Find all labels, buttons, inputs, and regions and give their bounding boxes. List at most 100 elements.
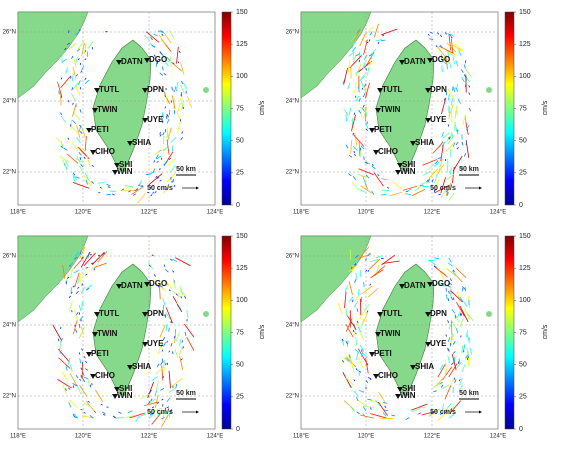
lon-label: 122°E: [424, 210, 440, 216]
vector-scale: 50 cm/s: [430, 409, 456, 416]
current-vector: [168, 115, 169, 117]
colorbar-tick-label: 150: [236, 9, 248, 16]
current-vector: [174, 110, 175, 114]
distance-scale: 50 km: [459, 166, 479, 173]
station-label: UYE: [430, 339, 447, 348]
lat-label: 22°N: [286, 170, 299, 176]
colorbar-tick-label: 75: [519, 329, 527, 336]
station-label: PETI: [374, 125, 392, 134]
station-label: TWIN: [97, 105, 118, 114]
colorbar-tick-label: 150: [519, 233, 531, 240]
distance-scale: 50 km: [176, 166, 196, 173]
station-label: DGO: [432, 279, 450, 288]
lat-label: 22°N: [3, 394, 16, 400]
current-vector: [94, 268, 95, 270]
lon-label: 120°E: [75, 434, 91, 440]
colorbar-tick-label: 75: [236, 329, 244, 336]
station-label: DPN: [147, 85, 164, 94]
colorbar-tick-label: 150: [236, 233, 248, 240]
colorbar-tick-label: 25: [519, 170, 527, 177]
current-vector: [465, 60, 466, 63]
station-label: TUTL: [99, 309, 120, 318]
colorbar-tick-label: 100: [236, 297, 248, 304]
station-label: TUTL: [99, 85, 120, 94]
colorbar-tick-label: 125: [236, 265, 248, 272]
lat-label: 22°N: [3, 170, 16, 176]
lon-label: 118°E: [293, 434, 309, 440]
station-label: DATN: [404, 57, 426, 66]
station-label: SHIA: [415, 362, 434, 371]
colorbar-tick-label: 100: [236, 73, 248, 80]
station-label: DGO: [149, 279, 167, 288]
colorbar-tick-label: 0: [236, 202, 240, 209]
colorbar-tick-label: 100: [519, 297, 531, 304]
station-label: CIHO: [95, 147, 115, 156]
lon-label: 118°E: [10, 210, 26, 216]
colorbar-tick-label: 25: [236, 170, 244, 177]
station-label: UYE: [430, 115, 447, 124]
colorbar-tick-label: 75: [519, 105, 527, 112]
colorbar-tick-label: 125: [519, 41, 531, 48]
colorbar-tick-label: 50: [236, 362, 244, 369]
colorbar: [505, 12, 514, 205]
lat-label: 24°N: [3, 99, 16, 105]
current-vector: [452, 112, 453, 123]
current-vector: [364, 156, 365, 160]
distance-scale: 50 km: [459, 390, 479, 397]
current-vector: [162, 359, 163, 363]
station-label: WIN: [400, 167, 416, 176]
station-label: SHIA: [415, 138, 434, 147]
vector-scale: 50 cm/s: [430, 185, 456, 192]
lon-label: 122°E: [424, 434, 440, 440]
lon-label: 118°E: [10, 434, 26, 440]
current-vector: [367, 122, 368, 125]
station-label: WIN: [117, 167, 133, 176]
colorbar-tick-label: 25: [519, 394, 527, 401]
colorbar-tick-label: 125: [236, 41, 248, 48]
station-label: TUTL: [382, 309, 403, 318]
station-label: DGO: [432, 55, 450, 64]
lon-label: 122°E: [141, 434, 157, 440]
colorbar-tick-label: 125: [519, 265, 531, 272]
lat-label: 26°N: [286, 254, 299, 260]
current-vector: [80, 63, 81, 65]
lat-label: 22°N: [286, 394, 299, 400]
station-label: SHIA: [132, 362, 151, 371]
island: [486, 311, 492, 317]
station-label: DPN: [430, 85, 447, 94]
colorbar-unit: cm/s: [259, 100, 266, 115]
colorbar-tick-label: 0: [519, 426, 523, 433]
lon-label: 124°E: [490, 434, 506, 440]
lon-label: 120°E: [75, 210, 91, 216]
colorbar-tick-label: 25: [236, 394, 244, 401]
station-label: UYE: [147, 115, 164, 124]
lat-label: 26°N: [286, 30, 299, 36]
current-vector: [373, 164, 374, 166]
colorbar: [505, 236, 514, 429]
current-vector: [60, 327, 61, 329]
station-label: CIHO: [378, 371, 398, 380]
colorbar-tick-label: 50: [519, 362, 527, 369]
current-vector: [147, 192, 149, 193]
distance-scale: 50 km: [176, 390, 196, 397]
colorbar-tick-label: 75: [236, 105, 244, 112]
colorbar-tick-label: 0: [236, 426, 240, 433]
lat-label: 26°N: [3, 254, 16, 260]
colorbar: [222, 236, 231, 429]
colorbar: [222, 12, 231, 205]
station-label: PETI: [91, 349, 109, 358]
station-label: WIN: [400, 391, 416, 400]
current-vector: [381, 190, 389, 191]
vector-scale: 50 cm/s: [147, 185, 173, 192]
station-label: DATN: [404, 281, 426, 290]
current-vector: [164, 265, 165, 267]
lon-label: 124°E: [207, 210, 223, 216]
station-label: TWIN: [97, 329, 118, 338]
lat-label: 24°N: [286, 323, 299, 329]
colorbar-tick-label: 50: [519, 138, 527, 145]
current-vector: [172, 87, 173, 91]
